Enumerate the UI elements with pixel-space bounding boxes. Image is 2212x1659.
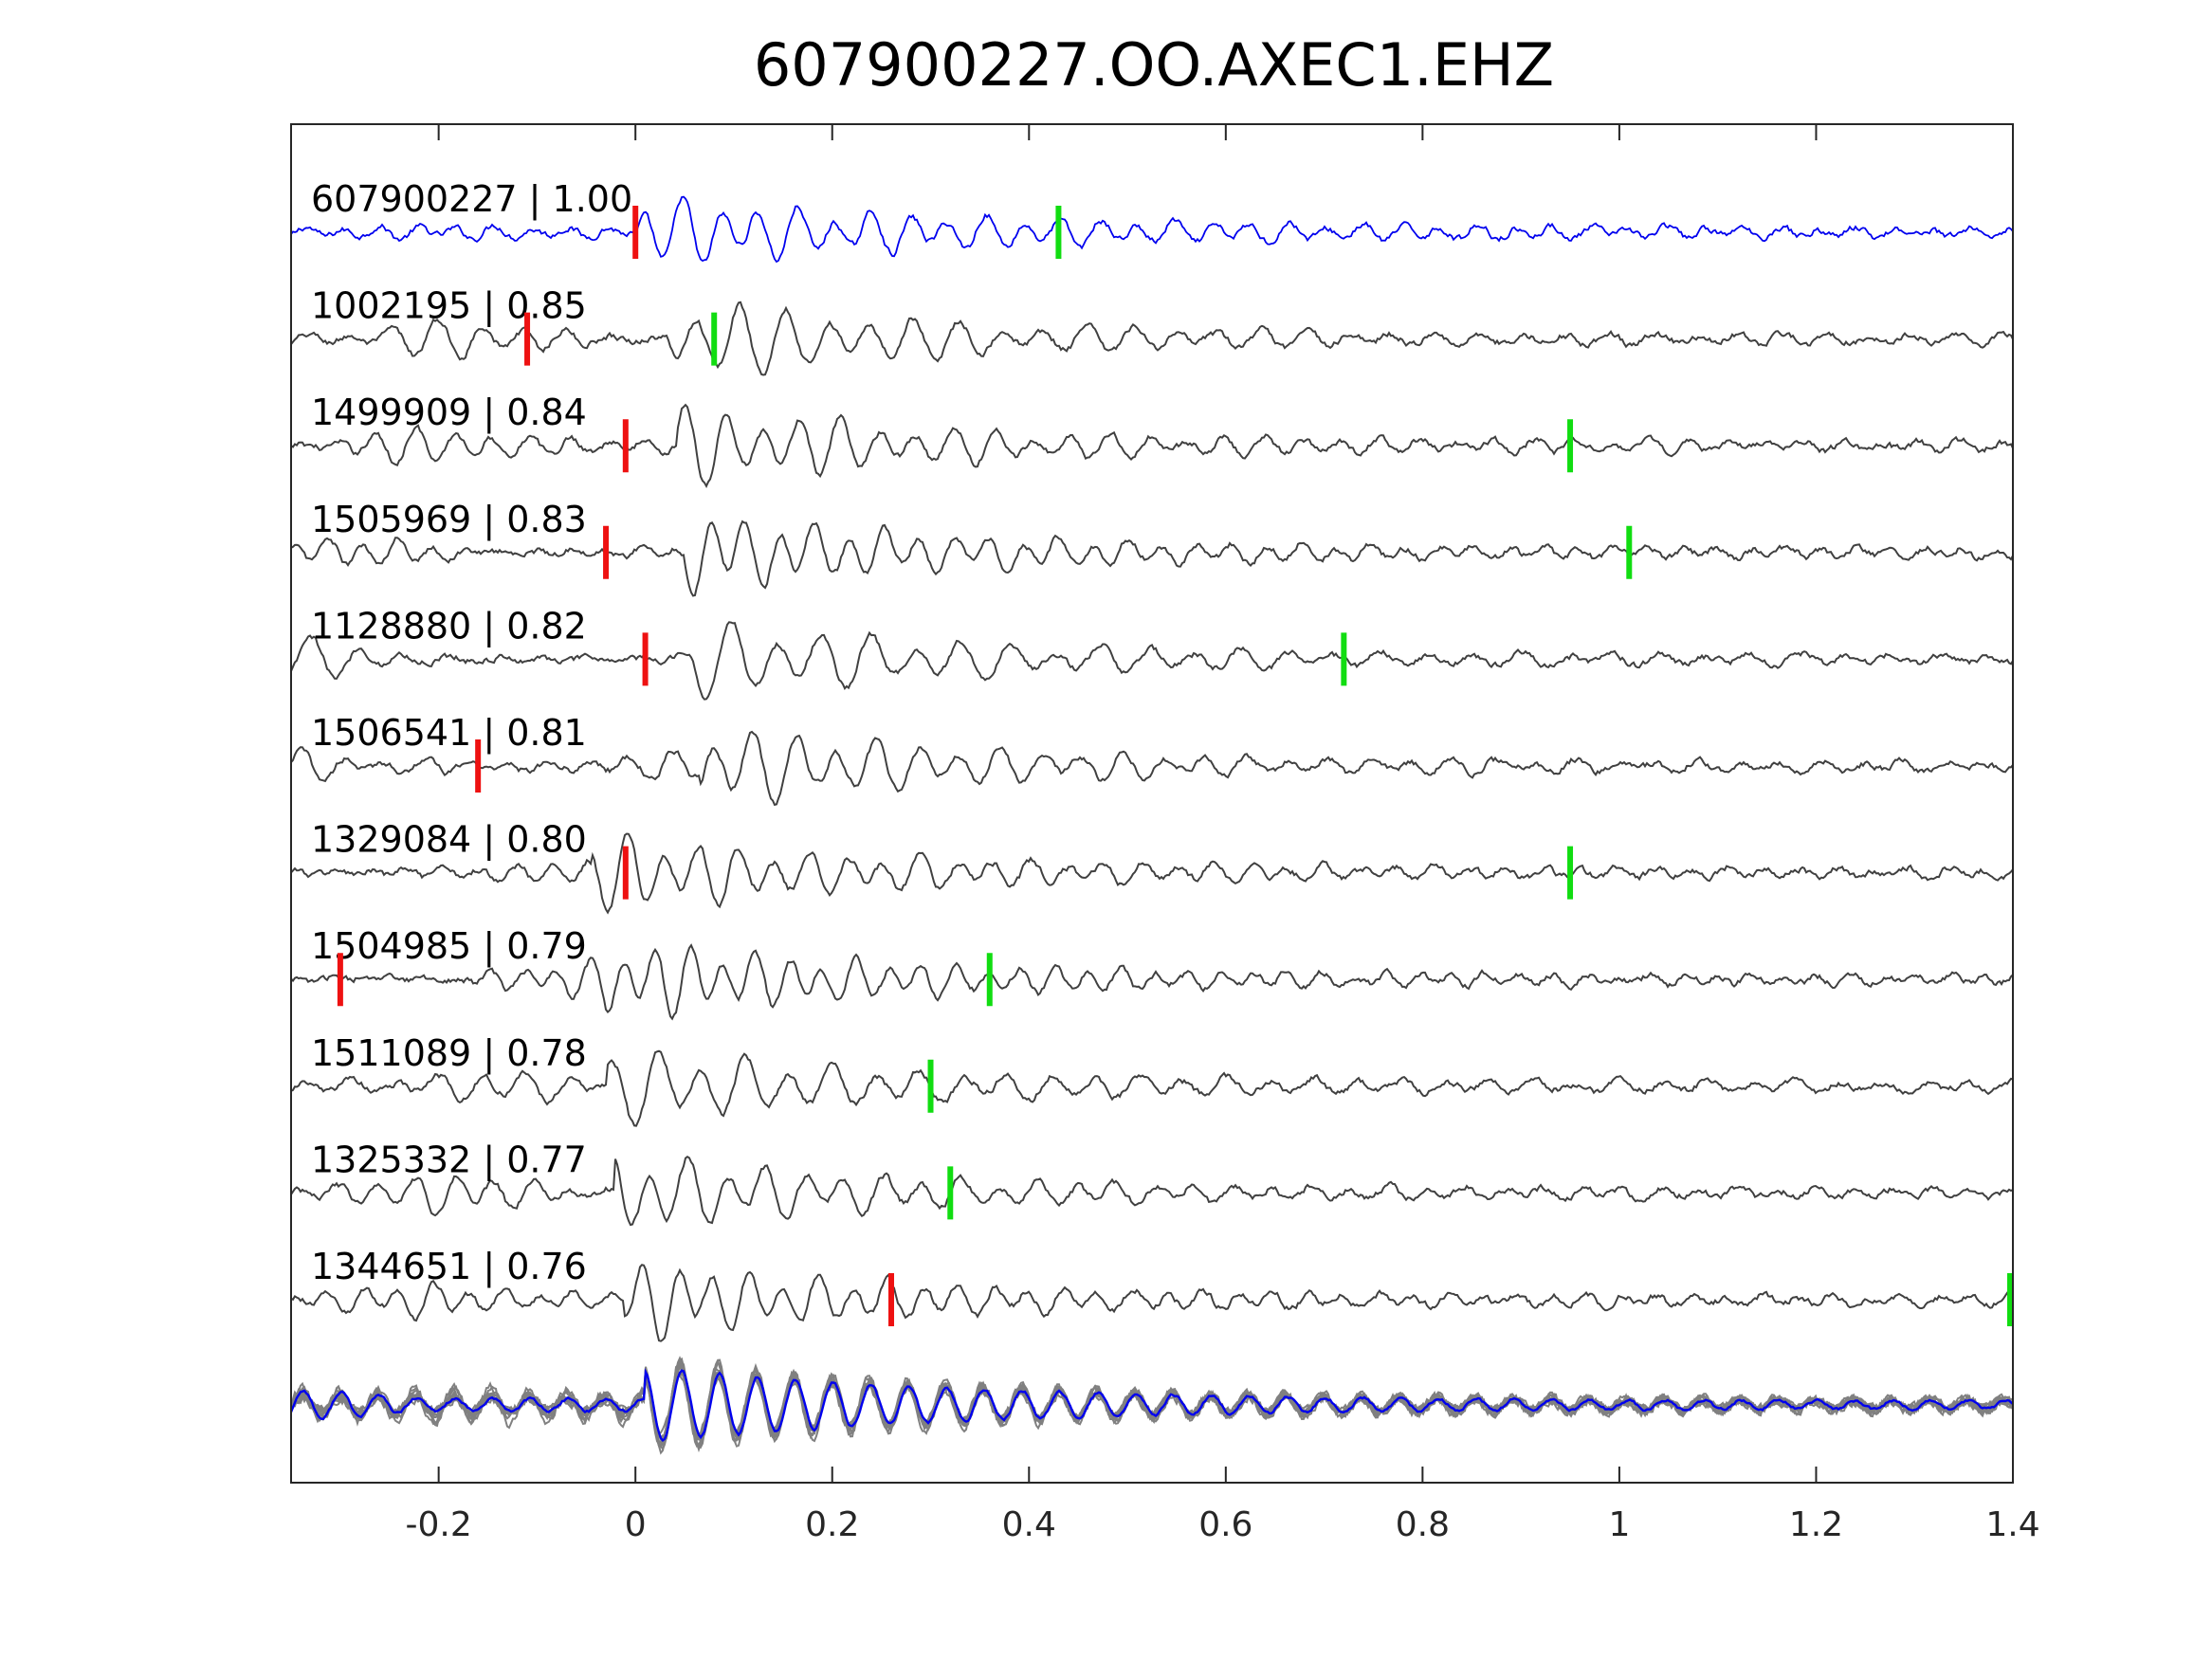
trace-label: 607900227 | 1.00 <box>311 178 632 221</box>
trace-waveform <box>290 1049 2014 1127</box>
stacked-waveforms <box>289 1356 2014 1455</box>
trace-waveform <box>290 730 2014 807</box>
trace-waveform <box>290 301 2014 376</box>
trace-label: 1511089 | 0.78 <box>311 1032 587 1075</box>
waveform-traces <box>290 195 2014 1342</box>
trace-label: 1128880 | 0.82 <box>311 605 587 647</box>
x-tick-label: 0.2 <box>805 1505 859 1544</box>
x-tick-label: 1.2 <box>1789 1505 1843 1544</box>
x-tick-label: 1.4 <box>1985 1505 2039 1544</box>
trace-waveform <box>290 1155 2014 1227</box>
stack-template-waveform <box>289 1368 2014 1443</box>
chart-title: 607900227.OO.AXEC1.EHZ <box>754 30 1554 100</box>
trace-waveform <box>290 621 2014 701</box>
trace-label: 1506541 | 0.81 <box>311 712 587 755</box>
trace-waveform <box>290 403 2014 489</box>
trace-label: 1499909 | 0.84 <box>311 392 587 434</box>
trace-label: 1329084 | 0.80 <box>311 819 587 862</box>
phase-picks <box>337 206 2013 1326</box>
trace-label: 1325332 | 0.77 <box>311 1139 587 1181</box>
trace-label: 1344651 | 0.76 <box>311 1246 587 1288</box>
trace-labels: 607900227 | 1.00 1002195 | 0.85 1499909 | … <box>311 178 632 1288</box>
trace-label: 1504985 | 0.79 <box>311 925 587 968</box>
trace-label: 1505969 | 0.83 <box>311 499 587 541</box>
trace-waveform <box>290 195 2014 264</box>
trace-waveform <box>290 520 2014 597</box>
trace-waveform <box>290 943 2014 1021</box>
x-tick-label: 0.4 <box>1002 1505 1056 1544</box>
trace-waveform <box>290 832 2014 915</box>
trace-label: 1002195 | 0.85 <box>311 285 587 328</box>
x-tick-label: 0.8 <box>1396 1505 1450 1544</box>
x-tick-label: 1 <box>1608 1505 1630 1544</box>
trace-waveform <box>290 1264 2014 1342</box>
x-axis: -0.2 0 0.2 0.4 0.6 0.8 1 1.2 1.4 <box>406 124 2040 1544</box>
stack-waveform <box>290 1366 2014 1448</box>
x-tick-label: 0 <box>625 1505 647 1544</box>
x-tick-label: 0.6 <box>1198 1505 1252 1544</box>
axes-box <box>290 123 2014 1484</box>
x-tick-label: -0.2 <box>406 1505 472 1544</box>
